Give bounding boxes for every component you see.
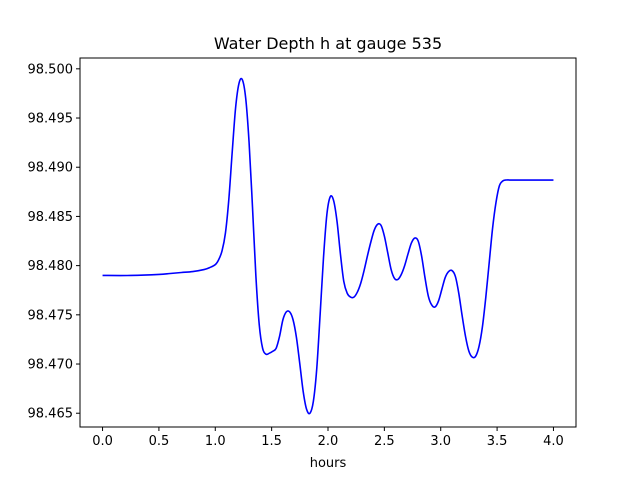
x-tick-label: 2.5: [374, 434, 395, 449]
y-tick-label: 98.465: [28, 407, 74, 422]
plot-area: [102, 77, 554, 415]
x-tick-label: 1.5: [261, 434, 282, 449]
y-tick-label: 98.495: [28, 112, 74, 127]
y-tick-label: 98.490: [28, 161, 74, 176]
chart-title: Water Depth h at gauge 535: [214, 34, 442, 53]
series-line-h: [102, 77, 554, 415]
x-tick-label: 0.0: [92, 434, 113, 449]
x-tick-label: 3.5: [487, 434, 508, 449]
x-tick-label: 4.0: [543, 434, 564, 449]
x-tick-label: 1.0: [205, 434, 226, 449]
y-tick-label: 98.470: [28, 358, 74, 373]
y-tick-label: 98.500: [28, 62, 74, 77]
x-axis-label: hours: [310, 456, 347, 471]
x-tick-label: 2.0: [318, 434, 339, 449]
y-tick-label: 98.485: [28, 210, 74, 225]
x-tick-label: 3.0: [430, 434, 451, 449]
axis-ticks: 0.0 0.5 1.0 1.5 2.0 2.5 3.0 3.5 4.0 98.465 98.470 9…: [28, 62, 564, 449]
y-tick-label: 98.475: [28, 308, 74, 323]
x-tick-label: 0.5: [149, 434, 170, 449]
axes-frame: [79, 57, 577, 428]
y-tick-label: 98.480: [28, 259, 74, 274]
